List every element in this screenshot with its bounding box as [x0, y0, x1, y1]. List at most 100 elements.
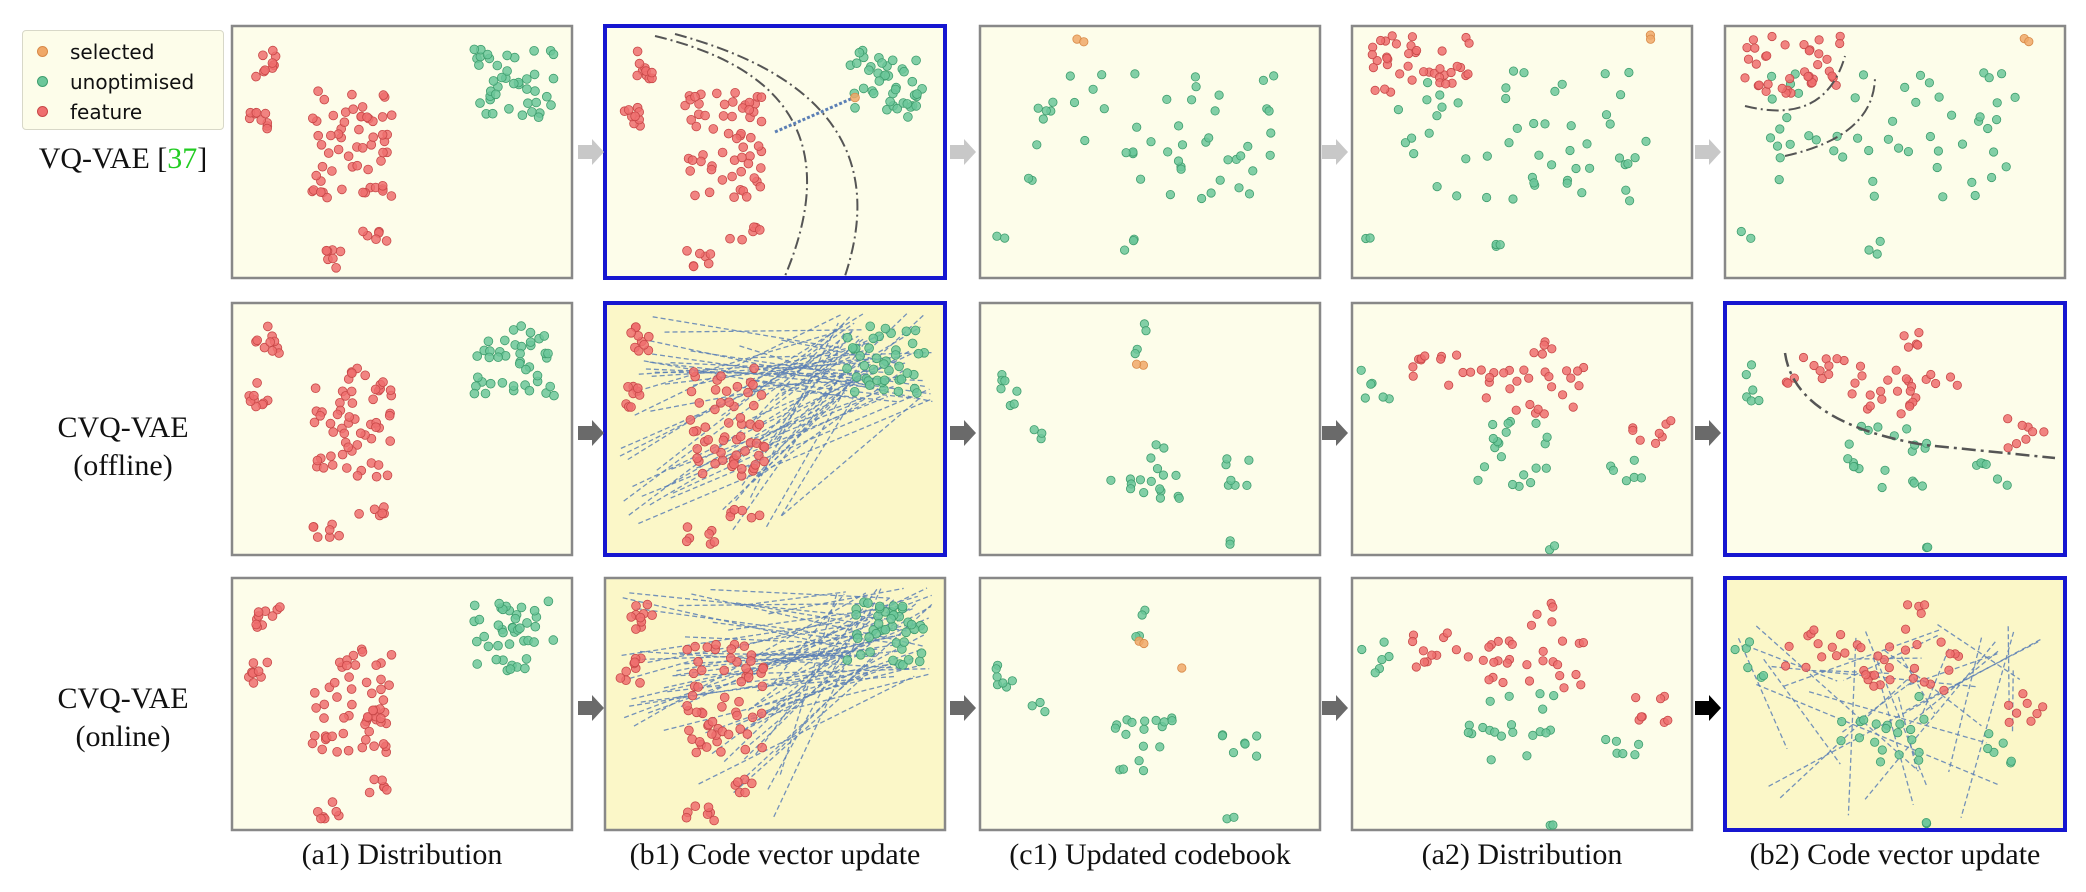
data-point	[1501, 427, 1511, 437]
data-point	[368, 132, 379, 143]
data-point	[492, 60, 503, 71]
data-point	[475, 98, 485, 108]
column-label-a2: (a2) Distribution	[1421, 838, 1623, 871]
data-point	[1136, 174, 1146, 184]
update-link	[622, 597, 849, 650]
data-point	[267, 346, 278, 356]
data-point	[514, 358, 525, 369]
data-point	[1534, 150, 1544, 160]
data-point	[703, 802, 714, 813]
data-point	[630, 111, 640, 122]
data-point	[524, 385, 535, 396]
panel-r3-c4	[1350, 576, 1694, 832]
data-point	[703, 434, 713, 445]
data-point	[1000, 376, 1010, 386]
data-point	[711, 639, 721, 650]
update-link	[739, 345, 884, 392]
data-point	[2012, 708, 2022, 718]
data-point	[1139, 724, 1149, 734]
data-point	[723, 729, 734, 740]
data-point	[727, 97, 738, 107]
data-point	[1152, 463, 1163, 474]
boundary-curve	[1783, 352, 2056, 460]
data-point	[748, 400, 759, 411]
data-point	[333, 144, 344, 155]
data-point	[1159, 717, 1169, 727]
data-point	[1226, 475, 1236, 485]
data-point	[1835, 38, 1845, 49]
data-point	[1538, 704, 1548, 714]
data-point	[1914, 691, 1924, 702]
update-link	[780, 399, 854, 517]
data-point	[754, 225, 765, 235]
data-point	[331, 262, 341, 273]
data-point	[358, 187, 368, 198]
update-link	[629, 592, 893, 621]
data-point	[746, 512, 757, 523]
legend: selected unoptimised feature	[22, 30, 224, 130]
data-point	[1496, 452, 1507, 462]
data-point	[472, 351, 483, 361]
data-point	[1508, 479, 1518, 490]
data-point	[315, 410, 326, 421]
data-point	[1877, 394, 1887, 404]
data-point	[1646, 34, 1656, 44]
data-point	[709, 537, 720, 547]
data-point	[1512, 123, 1522, 133]
data-point	[310, 383, 321, 394]
data-point	[1939, 685, 1949, 695]
boundary-curve	[654, 35, 808, 277]
data-point	[1566, 121, 1576, 131]
data-point	[520, 663, 530, 674]
data-point	[309, 417, 320, 428]
data-point	[885, 96, 895, 107]
data-point	[687, 155, 698, 166]
data-point	[1252, 731, 1262, 741]
data-point	[1880, 465, 1890, 475]
data-point	[332, 409, 343, 420]
data-point	[694, 248, 705, 259]
data-point	[337, 449, 348, 460]
data-point	[918, 623, 928, 634]
data-point	[378, 377, 388, 387]
data-point	[1424, 128, 1434, 138]
data-point	[1762, 51, 1772, 61]
data-point	[2006, 756, 2016, 766]
panel-r2-c5	[1723, 301, 2067, 557]
data-point	[1608, 465, 1619, 475]
data-point	[688, 367, 699, 377]
data-point	[1484, 642, 1494, 652]
data-point	[1772, 141, 1783, 151]
data-point	[498, 627, 508, 638]
data-point	[1983, 743, 1993, 754]
update-link	[629, 595, 918, 680]
data-point	[1512, 376, 1522, 386]
data-point	[688, 261, 699, 272]
update-link	[752, 381, 837, 419]
data-point	[1992, 474, 2003, 484]
data-point	[1616, 90, 1626, 100]
data-point	[1228, 747, 1239, 758]
data-point	[691, 747, 702, 758]
data-point	[1585, 163, 1595, 173]
data-point	[896, 374, 907, 385]
data-point	[1418, 646, 1429, 656]
data-point	[757, 742, 767, 753]
data-point	[1909, 478, 1919, 488]
data-point	[311, 170, 322, 181]
data-point	[1488, 433, 1498, 444]
data-point	[2028, 427, 2038, 437]
flow-arrow-r1-2	[950, 139, 976, 165]
data-point	[1984, 73, 1994, 83]
data-point	[548, 49, 559, 60]
data-point	[899, 637, 909, 647]
data-point	[1408, 362, 1418, 372]
data-point	[1225, 539, 1235, 549]
data-point	[1137, 610, 1147, 620]
data-point	[362, 712, 373, 722]
data-point	[724, 397, 734, 408]
data-point	[248, 658, 259, 668]
data-point	[754, 510, 765, 521]
data-point	[1944, 665, 1954, 675]
update-link	[621, 621, 843, 657]
